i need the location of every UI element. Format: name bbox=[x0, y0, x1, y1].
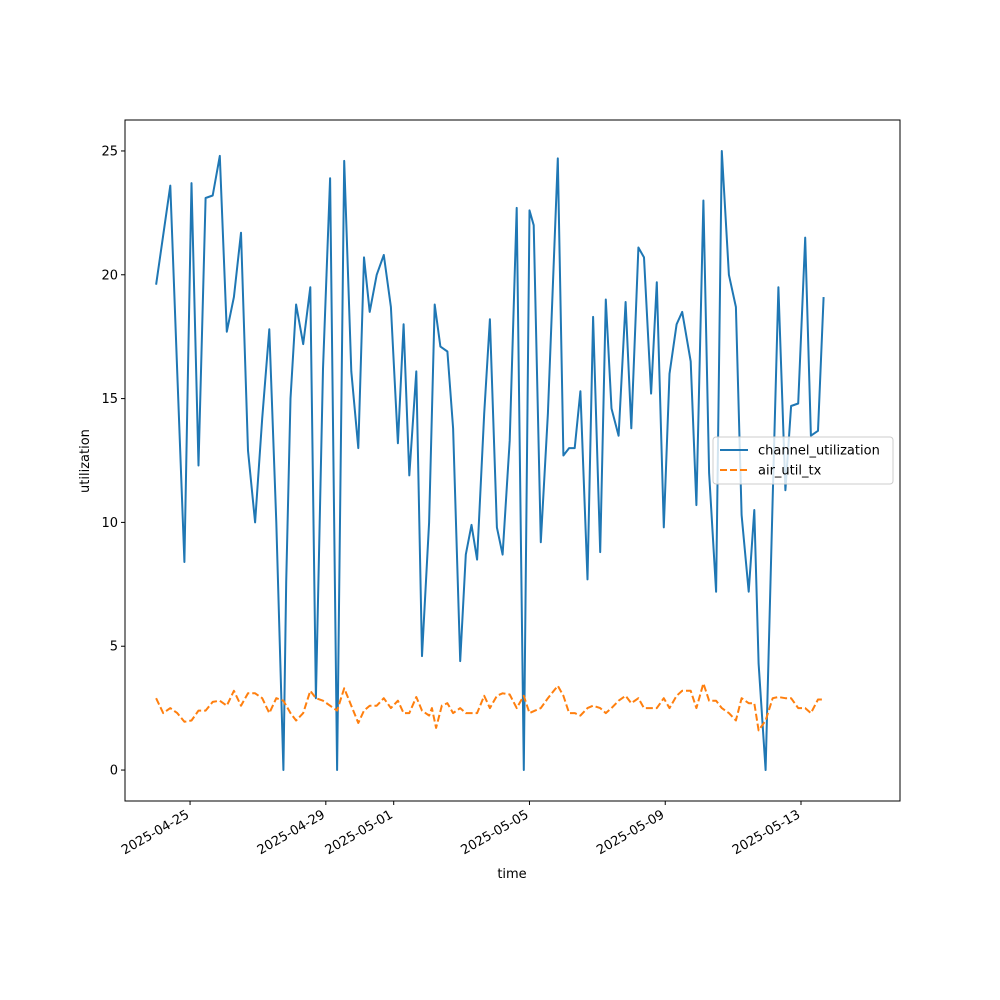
y-axis-title: utilization bbox=[78, 429, 93, 493]
plot-frame bbox=[124, 119, 901, 802]
x-axis-title: time bbox=[497, 867, 526, 882]
y-tick-label: 15 bbox=[101, 392, 118, 407]
y-tick-label: 20 bbox=[101, 268, 118, 283]
series-line-air_util_tx bbox=[155, 682, 824, 732]
series-layer bbox=[155, 150, 825, 771]
y-tick-label: 25 bbox=[101, 144, 118, 159]
y-tick-label: 0 bbox=[110, 764, 118, 779]
y-axis: 0 5 10 15 20 25 bbox=[101, 144, 125, 779]
legend-label: channel_utilization bbox=[758, 444, 880, 459]
y-tick-label: 5 bbox=[110, 640, 118, 655]
legend-label: air_util_tx bbox=[758, 464, 822, 479]
y-tick-label: 10 bbox=[101, 516, 118, 531]
legend-box bbox=[712, 436, 894, 485]
series-line-channel_utilization bbox=[155, 150, 825, 771]
legend: channel_utilization air_util_tx bbox=[712, 436, 894, 485]
